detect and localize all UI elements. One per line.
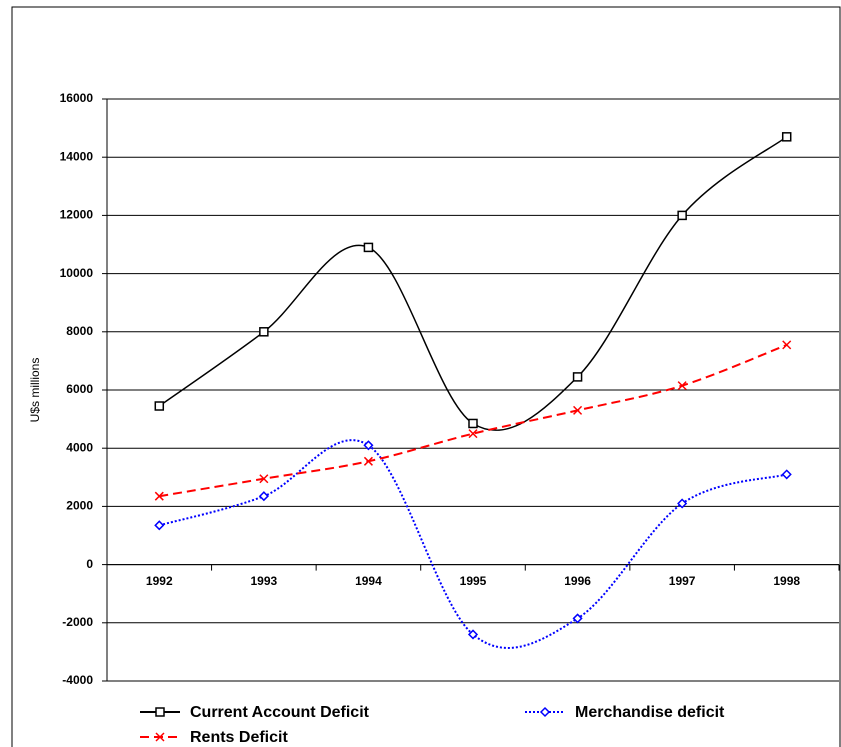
y-tick-label: 4000 xyxy=(66,440,93,454)
series-line xyxy=(159,439,787,649)
data-point xyxy=(782,340,792,350)
data-point xyxy=(572,613,583,624)
data-point xyxy=(468,418,478,429)
legend-marker xyxy=(155,732,165,742)
y-tick-label: 0 xyxy=(86,557,93,571)
data-point xyxy=(259,327,269,337)
data-point xyxy=(781,132,792,142)
data-point xyxy=(467,629,479,640)
y-axis-label: U$s millions xyxy=(28,358,42,423)
data-point xyxy=(154,401,165,411)
x-tick-label: 1994 xyxy=(355,574,382,588)
legend-marker xyxy=(539,706,551,718)
data-point xyxy=(572,372,583,382)
y-tick-label: 2000 xyxy=(66,499,93,513)
data-point xyxy=(363,440,374,451)
x-tick-label: 1992 xyxy=(146,574,173,588)
x-tick-label: 1995 xyxy=(460,574,487,588)
y-tick-label: 14000 xyxy=(60,149,94,163)
data-point xyxy=(154,520,165,531)
x-tick-label: 1996 xyxy=(564,574,591,588)
data-point xyxy=(259,474,269,484)
data-point xyxy=(781,469,792,480)
data-point xyxy=(677,498,688,509)
data-point xyxy=(363,456,373,466)
data-point xyxy=(468,429,478,439)
legend-label: Current Account Deficit xyxy=(190,704,370,721)
legend-marker xyxy=(155,707,165,717)
x-tick-label: 1993 xyxy=(251,574,278,588)
y-tick-label: 12000 xyxy=(60,208,94,222)
legend-label: Rents Deficit xyxy=(190,729,288,746)
y-tick-label: 6000 xyxy=(66,382,93,396)
chart-frame xyxy=(11,6,841,747)
x-tick-label: 1997 xyxy=(669,574,696,588)
y-tick-label: 16000 xyxy=(60,91,94,105)
y-tick-label: 8000 xyxy=(66,324,93,338)
data-point xyxy=(573,405,583,415)
x-tick-label: 1998 xyxy=(773,574,800,588)
y-tick-label: -2000 xyxy=(62,615,93,629)
data-point xyxy=(677,381,687,391)
data-point xyxy=(363,242,374,253)
data-point xyxy=(258,491,269,502)
legend-label: Merchandise deficit xyxy=(575,704,725,721)
y-tick-label: 10000 xyxy=(60,266,94,280)
y-tick-label: -4000 xyxy=(62,673,93,687)
data-point xyxy=(677,210,687,221)
data-point xyxy=(154,491,164,501)
